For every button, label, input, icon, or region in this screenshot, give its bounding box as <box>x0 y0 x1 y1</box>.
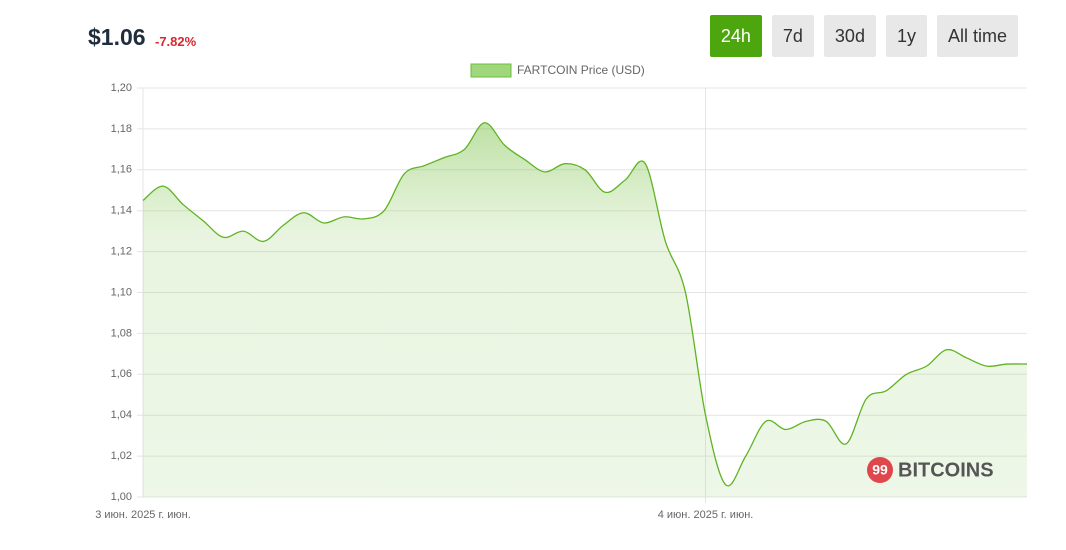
y-tick-label: 1,20 <box>111 82 132 94</box>
range-button[interactable]: All time <box>936 15 1018 57</box>
y-tick-label: 1,00 <box>111 491 132 503</box>
y-tick-label: 1,06 <box>111 368 132 380</box>
x-tick-label: 3 июн. 2025 г. июн. <box>95 509 191 521</box>
x-tick-label: 4 июн. 2025 г. июн. <box>658 509 754 521</box>
y-tick-label: 1,16 <box>111 164 132 176</box>
legend-label: FARTCOIN Price (USD) <box>517 63 645 77</box>
legend-swatch <box>470 63 512 78</box>
y-tick-label: 1,02 <box>111 450 132 462</box>
y-tick-label: 1,18 <box>111 123 132 135</box>
logo-badge-text: 99 <box>872 462 888 478</box>
range-button[interactable]: 1y <box>885 15 927 57</box>
logo-badge <box>867 457 893 483</box>
y-tick-label: 1,08 <box>111 327 132 339</box>
range-button[interactable]: 7d <box>771 15 814 57</box>
range-button[interactable]: 24h <box>709 15 762 57</box>
price-change: -7.82% <box>155 34 197 49</box>
price: $1.06 <box>88 24 146 50</box>
y-tick-label: 1,14 <box>111 205 132 217</box>
y-tick-label: 1,12 <box>111 246 132 258</box>
area <box>143 122 1027 498</box>
line <box>142 122 1028 487</box>
logo-text: BITCOINS <box>898 459 994 481</box>
range-buttons: 24h 7d 30d 1y All time <box>709 15 1018 57</box>
range-button[interactable]: 30d <box>823 15 876 57</box>
y-tick-label: 1,10 <box>111 286 132 298</box>
y-tick-label: 1,04 <box>111 409 132 421</box>
